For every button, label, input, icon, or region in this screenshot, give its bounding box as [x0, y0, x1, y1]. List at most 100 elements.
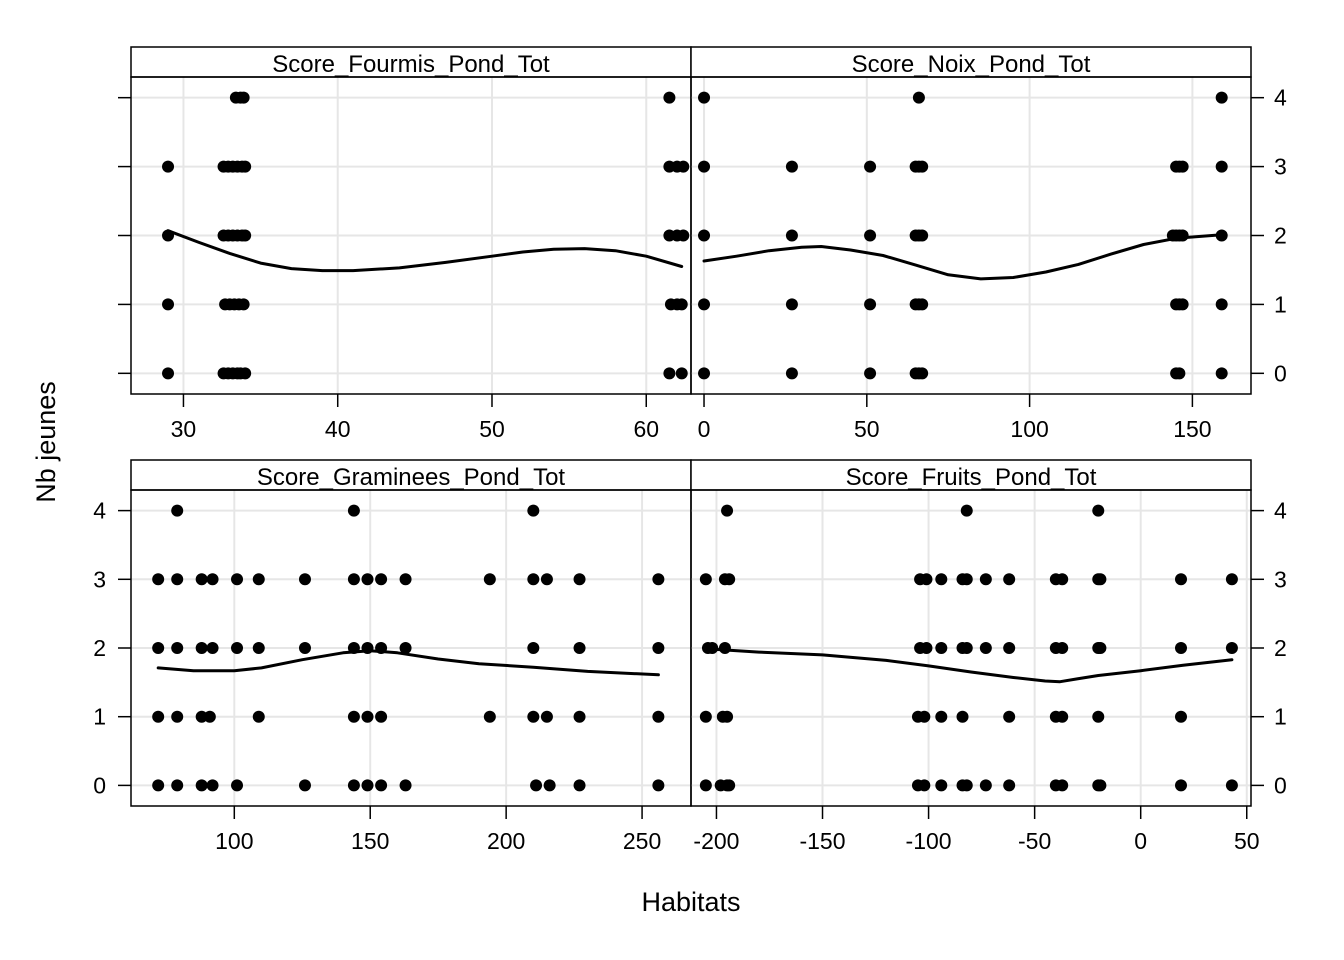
data-point: [912, 91, 925, 104]
data-point: [483, 710, 496, 723]
data-point: [298, 573, 311, 586]
y-tick-label: 1: [1274, 291, 1287, 317]
y-tick-label: 0: [1274, 772, 1287, 798]
data-point: [698, 91, 711, 104]
data-point: [298, 642, 311, 654]
data-point: [206, 642, 219, 654]
data-point: [916, 298, 929, 311]
data-point: [1094, 573, 1107, 586]
data-point: [1225, 779, 1238, 792]
data-point: [573, 573, 586, 586]
data-point: [1215, 91, 1228, 104]
data-point: [935, 573, 948, 586]
data-point: [864, 229, 877, 242]
data-point: [171, 573, 184, 586]
data-point: [483, 573, 496, 586]
data-point: [195, 779, 208, 792]
panel-strip-title: Score_Fruits_Pond_Tot: [846, 464, 1097, 491]
data-point: [1215, 367, 1228, 380]
data-point: [1056, 642, 1069, 654]
data-point: [195, 573, 208, 586]
data-point: [252, 573, 265, 586]
panel-2: Score_Noix_Pond_Tot 0 50 100 150 0 1 2 3 4: [690, 46, 1287, 442]
x-tick-label: -100: [906, 828, 952, 854]
y-tick-label: 2: [93, 635, 106, 661]
data-point: [239, 367, 252, 380]
data-point: [864, 298, 877, 311]
data-point: [252, 642, 265, 654]
y-tick-label: 4: [1274, 85, 1287, 111]
data-point: [347, 710, 360, 723]
data-point: [652, 779, 665, 792]
data-point: [206, 779, 219, 792]
data-point: [231, 779, 244, 792]
data-point: [162, 160, 175, 173]
data-point: [916, 160, 929, 173]
x-tick-label: 250: [623, 828, 661, 854]
y-axis-label: Nb jeunes: [31, 381, 61, 503]
data-point: [540, 573, 553, 586]
x-tick-label: 100: [215, 828, 253, 854]
points-group: [162, 91, 690, 380]
data-point: [916, 229, 929, 242]
data-point: [573, 779, 586, 792]
loess-smooth-line: [166, 229, 684, 273]
data-point: [864, 160, 877, 173]
panel-strip-title: Score_Graminees_Pond_Tot: [257, 464, 566, 491]
data-point: [399, 573, 412, 586]
data-point: [960, 642, 973, 654]
data-point: [1225, 642, 1238, 654]
data-point: [152, 779, 165, 792]
panel-4: Score_Fruits_Pond_Tot -200 -150 -100 -50 0 50 0…: [690, 459, 1287, 854]
data-point: [979, 779, 992, 792]
data-point: [573, 710, 586, 723]
data-point: [663, 367, 676, 380]
data-point: [361, 710, 374, 723]
data-point: [1056, 573, 1069, 586]
data-point: [652, 710, 665, 723]
data-point: [920, 573, 933, 586]
data-point: [864, 367, 877, 380]
data-point: [1003, 573, 1016, 586]
x-tick-label: 200: [487, 828, 525, 854]
data-point: [527, 642, 540, 654]
data-point: [1003, 779, 1016, 792]
data-point: [1056, 779, 1069, 792]
data-point: [171, 710, 184, 723]
panel-1: Score_Fourmis_Pond_Tot 30 40 50 60: [118, 46, 692, 442]
y-tick-label: 3: [1274, 154, 1287, 180]
data-point: [698, 229, 711, 242]
data-point: [698, 367, 711, 380]
data-point: [979, 573, 992, 586]
y-tick-label: 2: [1274, 223, 1287, 249]
data-point: [979, 642, 992, 654]
data-point: [723, 779, 736, 792]
data-point: [530, 779, 543, 792]
loess-smooth-line: [704, 647, 1234, 684]
data-point: [960, 779, 973, 792]
data-point: [699, 710, 712, 723]
data-point: [1176, 160, 1189, 173]
x-tick-label: 40: [325, 416, 351, 442]
panel-strip: [130, 459, 692, 491]
y-tick-label: 4: [93, 498, 106, 524]
data-point: [239, 160, 252, 173]
data-point: [152, 573, 165, 586]
y-tick-label: 0: [1274, 360, 1287, 386]
x-axis-label: Habitats: [641, 887, 740, 917]
data-point: [171, 779, 184, 792]
y-tick-label: 1: [1274, 704, 1287, 730]
y-tick-label: 1: [93, 704, 106, 730]
data-point: [721, 710, 734, 723]
x-tick-label: 30: [171, 416, 197, 442]
data-point: [785, 367, 798, 380]
data-point: [785, 160, 798, 173]
y-tick-label: 3: [93, 566, 106, 592]
x-tick-label: 60: [633, 416, 659, 442]
data-point: [652, 642, 665, 654]
data-point: [162, 298, 175, 311]
data-point: [935, 779, 948, 792]
x-tick-label: 0: [698, 416, 711, 442]
x-tick-label: 0: [1134, 828, 1147, 854]
